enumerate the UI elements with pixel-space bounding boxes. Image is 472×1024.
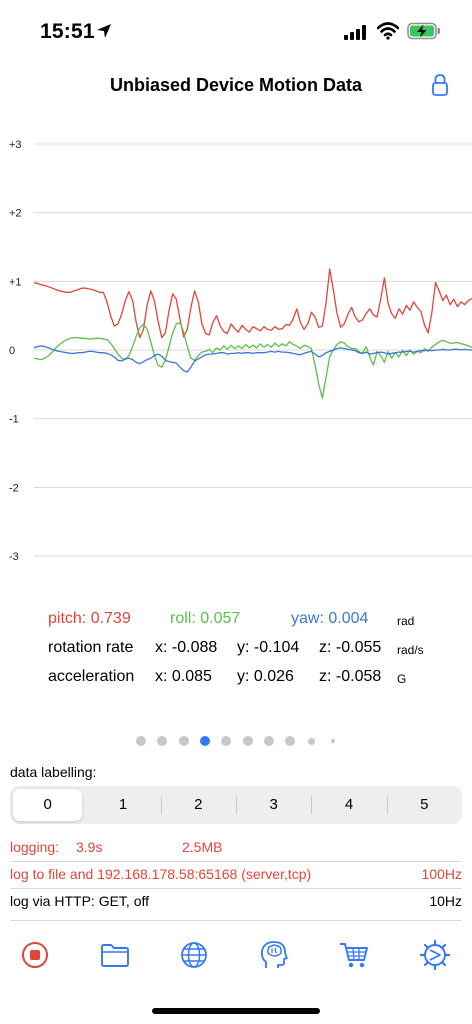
data-label-segmented-control[interactable]: 0 1 2 3 4 5 <box>10 786 462 824</box>
page-dot[interactable] <box>136 736 146 746</box>
rotation-y-value: y: -0.104 <box>237 639 300 656</box>
data-labelling-title: data labelling: <box>10 764 97 780</box>
log-destination[interactable]: log to file and 192.168.178.58:65168 (se… <box>10 866 312 882</box>
cellular-signal-icon <box>344 25 366 40</box>
acceleration-z-value: z: -0.058 <box>319 668 382 685</box>
rotation-x-value: x: -0.088 <box>155 639 218 656</box>
motion-chart: +3 +2 +1 0 -1 -2 -3 <box>9 139 472 563</box>
status-time: 15:51 <box>40 20 95 43</box>
folder-icon[interactable] <box>98 938 132 972</box>
settings-dial-icon[interactable] <box>418 938 452 972</box>
y-tick-label: -3 <box>9 551 19 563</box>
y-tick-label: -2 <box>9 482 19 494</box>
y-tick-label: +2 <box>9 208 22 220</box>
acceleration-x-value: x: 0.085 <box>155 668 212 685</box>
log-rate: 100Hz <box>421 866 462 882</box>
logging-duration: 3.9s <box>76 839 103 855</box>
yaw-value: yaw: 0.004 <box>291 610 369 627</box>
divider <box>10 920 462 921</box>
page-dot[interactable] <box>330 739 335 743</box>
segment-divider <box>160 796 162 814</box>
pitch-series-line <box>33 268 472 339</box>
segment-3[interactable]: 3 <box>269 796 278 813</box>
page-dot[interactable] <box>157 736 168 746</box>
segment-divider <box>311 796 313 814</box>
chart-grid <box>34 143 472 557</box>
lock-icon[interactable] <box>430 73 450 97</box>
y-tick-label: +1 <box>9 276 22 288</box>
page-dot[interactable] <box>242 736 253 746</box>
record-stop-icon[interactable] <box>18 938 52 972</box>
status-bar: 15:51 <box>0 0 472 62</box>
segment-divider <box>236 796 237 814</box>
brain-head-icon[interactable] <box>257 938 291 972</box>
logging-label: logging: <box>10 839 60 855</box>
rotation-unit: rad/s <box>397 643 424 657</box>
sensor-readout: pitch: 0.739 roll: 0.057 yaw: 0.004 rad … <box>0 600 472 700</box>
rad-unit: rad <box>397 614 415 628</box>
page-title: Unbiased Device Motion Data <box>109 75 363 95</box>
http-log-setting[interactable]: log via HTTP: GET, off <box>10 893 150 909</box>
y-tick-label: +3 <box>9 139 22 151</box>
segment-0[interactable]: 0 <box>13 789 83 821</box>
pitch-value: pitch: 0.739 <box>48 610 131 627</box>
yaw-series-line <box>33 345 472 373</box>
page-dot[interactable] <box>199 736 210 746</box>
acceleration-y-value: y: 0.026 <box>237 668 294 685</box>
rotation-rate-label: rotation rate <box>48 639 134 656</box>
logging-size: 2.5MB <box>182 839 223 855</box>
segment-2[interactable]: 2 <box>194 796 203 813</box>
globe-icon[interactable] <box>177 938 211 972</box>
page-dot[interactable] <box>178 736 189 746</box>
roll-series-line <box>33 321 472 399</box>
segment-5[interactable]: 5 <box>420 796 429 813</box>
battery-charging-icon <box>407 22 440 40</box>
y-tick-label: -1 <box>9 414 19 426</box>
http-log-rate: 10Hz <box>429 893 462 909</box>
y-tick-label: 0 <box>9 345 15 357</box>
acceleration-label: acceleration <box>48 668 135 685</box>
segment-divider <box>386 796 388 814</box>
divider <box>10 861 462 862</box>
page-dot[interactable] <box>285 736 296 746</box>
divider <box>10 888 462 889</box>
rotation-z-value: z: -0.055 <box>319 639 382 656</box>
segment-4[interactable]: 4 <box>344 796 354 813</box>
acceleration-unit: G <box>397 672 407 686</box>
page-control[interactable] <box>0 734 472 748</box>
cart-icon[interactable] <box>337 938 371 972</box>
roll-value: roll: 0.057 <box>170 610 241 627</box>
segment-1[interactable]: 1 <box>118 796 128 813</box>
page-dot[interactable] <box>263 736 274 746</box>
home-indicator <box>152 1008 320 1014</box>
wifi-icon <box>377 22 399 40</box>
location-arrow-icon <box>97 24 111 38</box>
page-dot[interactable] <box>221 736 232 746</box>
tab-bar <box>0 930 472 990</box>
page-dot[interactable] <box>307 737 315 745</box>
